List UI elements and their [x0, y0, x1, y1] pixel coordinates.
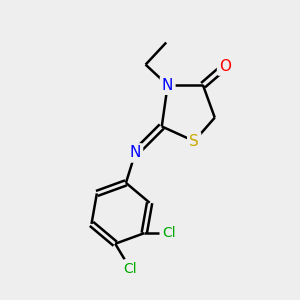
- Text: Cl: Cl: [163, 226, 176, 240]
- Text: N: N: [130, 146, 141, 160]
- Text: N: N: [162, 78, 173, 93]
- Text: Cl: Cl: [123, 262, 137, 276]
- Text: O: O: [219, 58, 231, 74]
- Text: S: S: [189, 134, 199, 149]
